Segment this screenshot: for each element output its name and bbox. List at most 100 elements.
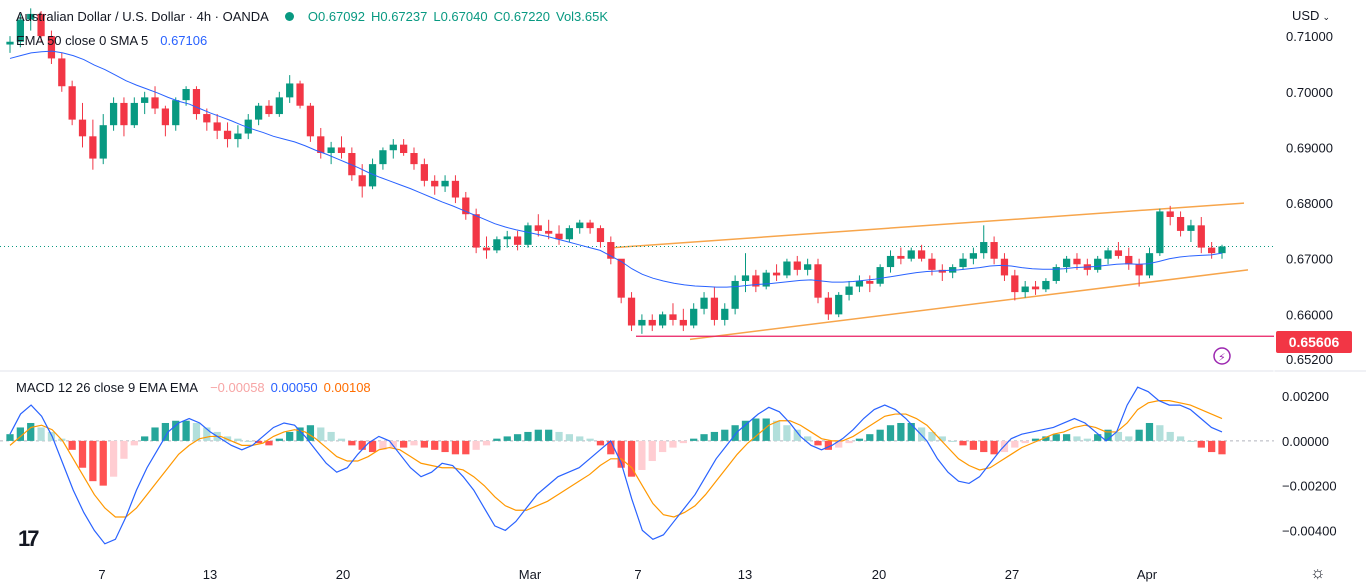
candle-up bbox=[503, 236, 511, 240]
candle-down bbox=[358, 175, 366, 187]
candle-up bbox=[969, 253, 978, 259]
candle-up bbox=[1021, 286, 1029, 293]
macd-histogram-bar bbox=[462, 440, 470, 455]
candle-up bbox=[1042, 280, 1050, 290]
macd-histogram-bar bbox=[482, 440, 491, 446]
candle-up bbox=[876, 267, 884, 284]
price-tick-label: 0.69000 bbox=[1286, 140, 1333, 155]
candle-up bbox=[835, 294, 843, 315]
macd-histogram-bar bbox=[648, 440, 656, 462]
macd-histogram-bar bbox=[348, 440, 356, 446]
macd-histogram-bar bbox=[980, 440, 988, 453]
macd-histogram-bar bbox=[772, 420, 781, 441]
price-tick-label: 0.67000 bbox=[1286, 252, 1333, 267]
candle-down bbox=[1197, 225, 1205, 248]
currency-selector[interactable]: USD ⌄ bbox=[1292, 8, 1330, 23]
candle-down bbox=[58, 58, 66, 87]
macd-histogram-bar bbox=[990, 440, 998, 455]
candle-down bbox=[337, 147, 346, 154]
candle-down bbox=[752, 275, 760, 287]
candle-down bbox=[120, 102, 128, 126]
candle-up bbox=[700, 297, 708, 309]
macd-histogram-bar bbox=[358, 440, 366, 450]
price-tick-label: 0.66000 bbox=[1286, 307, 1333, 322]
macd-histogram-bar bbox=[917, 427, 926, 441]
alert-icon bbox=[1213, 347, 1231, 365]
candle-down bbox=[348, 153, 356, 176]
candle-down bbox=[1135, 264, 1143, 276]
macd-histogram-bar bbox=[286, 431, 294, 441]
macd-histogram-bar bbox=[1156, 425, 1164, 441]
candle-down bbox=[607, 242, 615, 259]
candle-down bbox=[68, 86, 76, 120]
tradingview-logo[interactable]: 17 bbox=[18, 526, 40, 551]
macd-histogram-bar bbox=[824, 440, 832, 450]
candle-up bbox=[907, 250, 915, 259]
macd-histogram-bar bbox=[710, 431, 719, 441]
symbol-legend[interactable]: Australian Dollar / U.S. Dollar · 4h · O… bbox=[16, 9, 608, 24]
candle-down bbox=[431, 180, 439, 187]
macd-histogram-bar bbox=[596, 440, 605, 446]
candle-down bbox=[555, 233, 563, 240]
candle-down bbox=[513, 236, 522, 245]
candle-down bbox=[192, 89, 201, 115]
ohlc-high: H0.67237 bbox=[370, 9, 428, 24]
candle-up bbox=[855, 280, 864, 287]
macd-histogram-bar bbox=[928, 431, 936, 441]
macd-histogram-bar bbox=[161, 422, 170, 441]
macd-histogram-bar bbox=[78, 440, 87, 468]
time-tick-label: 7 bbox=[634, 567, 641, 582]
macd-histogram-bar bbox=[1166, 431, 1174, 441]
macd-histogram-bar bbox=[192, 422, 201, 441]
candle-up bbox=[389, 144, 397, 151]
macd-histogram-bar bbox=[959, 440, 967, 446]
macd-histogram-bar bbox=[109, 440, 118, 477]
gear-icon[interactable]: ☼ bbox=[1310, 563, 1326, 582]
candle-down bbox=[306, 105, 315, 137]
macd-histogram-bar bbox=[265, 440, 273, 446]
macd-histogram-bar bbox=[866, 434, 874, 441]
candle-down bbox=[793, 261, 801, 270]
channel-upper-line bbox=[613, 202, 1245, 249]
macd-histogram-bar bbox=[534, 429, 542, 441]
candle-down bbox=[400, 144, 408, 154]
macd-signal-line bbox=[9, 400, 1223, 518]
macd-histogram-bar bbox=[68, 440, 76, 450]
candle-up bbox=[441, 180, 449, 187]
candle-down bbox=[897, 255, 905, 259]
candle-down bbox=[545, 230, 553, 234]
macd-histogram-bar bbox=[337, 438, 346, 441]
macd-histogram-bar bbox=[804, 436, 812, 441]
macd-histogram-bar bbox=[700, 434, 708, 441]
time-tick-label: 20 bbox=[872, 567, 886, 582]
macd-histogram-bar bbox=[203, 427, 211, 441]
candle-down bbox=[47, 36, 56, 59]
ohlc-volume: Vol3.65K bbox=[555, 9, 609, 24]
macd-histogram-bar bbox=[793, 429, 801, 441]
macd-hist-value: −0.00058 bbox=[210, 380, 265, 395]
macd-histogram-bar bbox=[638, 440, 646, 470]
macd-histogram-bar bbox=[907, 422, 915, 441]
ema-legend[interactable]: EMA 50 close 0 SMA 5 0.67106 bbox=[16, 33, 207, 48]
candle-up bbox=[731, 280, 739, 309]
candle-up bbox=[130, 102, 138, 126]
macd-label: MACD 12 26 close 9 EMA EMA bbox=[16, 380, 199, 395]
candle-down bbox=[317, 136, 325, 154]
macd-histogram-bar bbox=[120, 440, 128, 459]
macd-histogram-bar bbox=[690, 438, 698, 441]
candle-up bbox=[1062, 258, 1071, 268]
macd-histogram-bar bbox=[1197, 440, 1205, 448]
candle-down bbox=[648, 319, 656, 326]
macd-histogram-bar bbox=[1208, 440, 1216, 453]
candle-up bbox=[234, 133, 242, 140]
macd-tick-label: 0.00000 bbox=[1282, 434, 1329, 449]
market-open-icon bbox=[284, 12, 294, 21]
macd-histogram-bar bbox=[835, 440, 843, 448]
ema50-line bbox=[9, 50, 1223, 288]
candle-up bbox=[244, 119, 252, 134]
macd-histogram-bar bbox=[783, 425, 791, 441]
macd-legend[interactable]: MACD 12 26 close 9 EMA EMA −0.00058 0.00… bbox=[16, 380, 371, 395]
macd-signal-value: 0.00108 bbox=[323, 380, 371, 395]
macd-histogram-bar bbox=[47, 431, 56, 441]
